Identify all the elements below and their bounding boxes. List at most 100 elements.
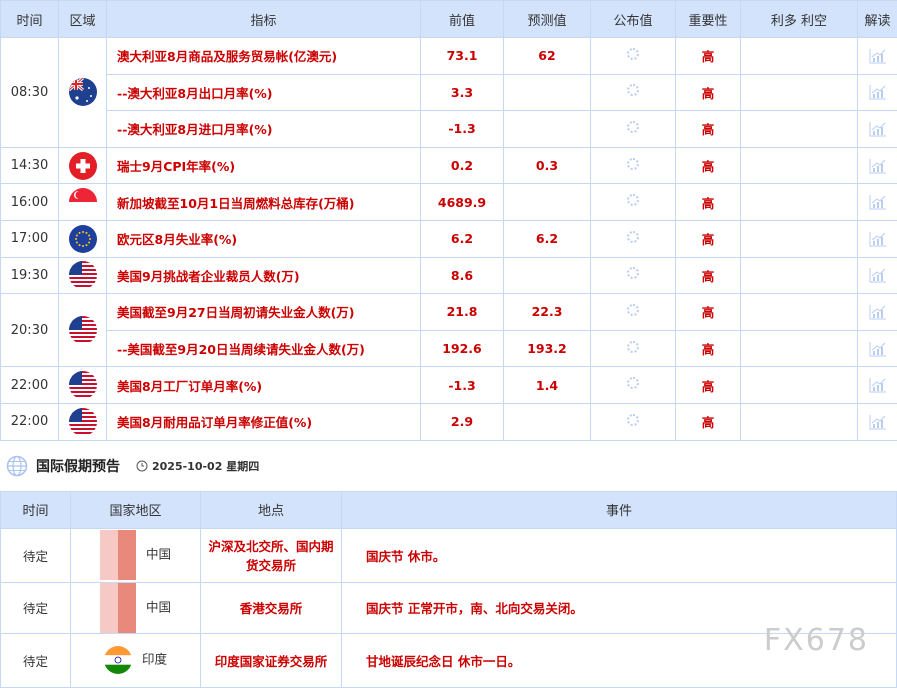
interpretation-button[interactable] [858, 184, 897, 221]
col-header: 地点 [201, 491, 342, 528]
watermark: FX678 [764, 623, 869, 658]
forecast-value: 193.2 [504, 330, 591, 367]
bull-bear-cell [741, 184, 858, 221]
actual-value [591, 220, 676, 257]
previous-value: -1.3 [421, 111, 504, 148]
forecast-value [504, 184, 591, 221]
region-cell [59, 294, 107, 367]
indicator-link[interactable]: --澳大利亚8月进口月率(%) [107, 111, 421, 148]
indicator-link[interactable]: 美国8月耐用品订单月率修正值(%) [107, 403, 421, 440]
col-header: 重要性 [676, 1, 741, 38]
col-header: 时间 [1, 1, 59, 38]
holiday-date: 2025-10-02 星期四 [136, 458, 259, 474]
previous-value: 4689.9 [421, 184, 504, 221]
interpretation-button[interactable] [858, 147, 897, 184]
country-cell: 印度 [71, 633, 201, 687]
indicator-link[interactable]: 美国9月挑战者企业裁员人数(万) [107, 257, 421, 294]
actual-value [591, 38, 676, 75]
interpretation-button[interactable] [858, 403, 897, 440]
col-header: 区域 [59, 1, 107, 38]
indicator-link[interactable]: 欧元区8月失业率(%) [107, 220, 421, 257]
singapore-flag-icon [69, 188, 97, 216]
actual-value [591, 330, 676, 367]
col-header: 利多 利空 [741, 1, 858, 38]
time-cell: 待定 [1, 633, 71, 687]
forecast-value: 0.3 [504, 147, 591, 184]
usa-flag-icon [69, 371, 97, 399]
clock-icon [136, 460, 148, 472]
country-name: 中国 [146, 599, 171, 614]
indicator-link[interactable]: 新加坡截至10月1日当周燃料总库存(万桶) [107, 184, 421, 221]
loading-icon [627, 84, 639, 96]
forecast-value [504, 403, 591, 440]
usa-flag-icon [69, 408, 97, 436]
interpretation-button[interactable] [858, 330, 897, 367]
interpretation-button[interactable] [858, 367, 897, 404]
region-cell [59, 184, 107, 221]
importance: 高 [676, 294, 741, 331]
forecast-value: 62 [504, 38, 591, 75]
previous-value: -1.3 [421, 367, 504, 404]
table-row: 待定印度印度国家证券交易所甘地诞辰纪念日 休市一日。 [1, 633, 897, 687]
indicator-link[interactable]: --澳大利亚8月出口月率(%) [107, 74, 421, 111]
col-header: 预测值 [504, 1, 591, 38]
interpretation-button[interactable] [858, 111, 897, 148]
region-cell [59, 38, 107, 148]
interpretation-button[interactable] [858, 294, 897, 331]
time-cell: 14:30 [1, 147, 59, 184]
actual-value [591, 294, 676, 331]
region-cell [59, 220, 107, 257]
forecast-value: 22.3 [504, 294, 591, 331]
interpretation-button[interactable] [858, 38, 897, 75]
time-cell: 22:00 [1, 403, 59, 440]
region-cell [59, 147, 107, 184]
interpretation-button[interactable] [858, 257, 897, 294]
importance: 高 [676, 38, 741, 75]
importance: 高 [676, 111, 741, 148]
bull-bear-cell [741, 220, 858, 257]
indicator-link[interactable]: 美国8月工厂订单月率(%) [107, 367, 421, 404]
loading-icon [627, 158, 639, 170]
indicator-link[interactable]: 澳大利亚8月商品及服务贸易帐(亿澳元) [107, 38, 421, 75]
col-header: 事件 [342, 491, 897, 528]
importance: 高 [676, 147, 741, 184]
time-cell: 待定 [1, 582, 71, 633]
chart-icon [869, 304, 887, 320]
interpretation-button[interactable] [858, 74, 897, 111]
indicator-link[interactable]: 美国截至9月27日当周初请失业金人数(万) [107, 294, 421, 331]
region-cell [59, 257, 107, 294]
previous-value: 6.2 [421, 220, 504, 257]
previous-value: 8.6 [421, 257, 504, 294]
place-cell: 印度国家证券交易所 [201, 633, 342, 687]
importance: 高 [676, 74, 741, 111]
indicator-link[interactable]: 瑞士9月CPI年率(%) [107, 147, 421, 184]
chart-icon [869, 48, 887, 64]
chart-icon [869, 414, 887, 430]
bull-bear-cell [741, 257, 858, 294]
previous-value: 192.6 [421, 330, 504, 367]
china-flag-icon [100, 530, 136, 580]
time-cell: 08:30 [1, 38, 59, 148]
interpretation-button[interactable] [858, 220, 897, 257]
time-cell: 20:30 [1, 294, 59, 367]
switzerland-flag-icon [69, 152, 97, 180]
time-cell: 16:00 [1, 184, 59, 221]
indicator-link[interactable]: --美国截至9月20日当周续请失业金人数(万) [107, 330, 421, 367]
place-cell: 沪深及北交所、国内期货交易所 [201, 528, 342, 582]
country-name: 中国 [146, 547, 171, 562]
table-row: --澳大利亚8月出口月率(%)3.3 高 [1, 74, 897, 111]
event-cell: 国庆节 休市。 [342, 528, 897, 582]
previous-value: 3.3 [421, 74, 504, 111]
forecast-value [504, 111, 591, 148]
table-row: 待定中国香港交易所国庆节 正常开市，南、北向交易关闭。 [1, 582, 897, 633]
loading-icon [627, 377, 639, 389]
chart-icon [869, 84, 887, 100]
col-header: 前值 [421, 1, 504, 38]
